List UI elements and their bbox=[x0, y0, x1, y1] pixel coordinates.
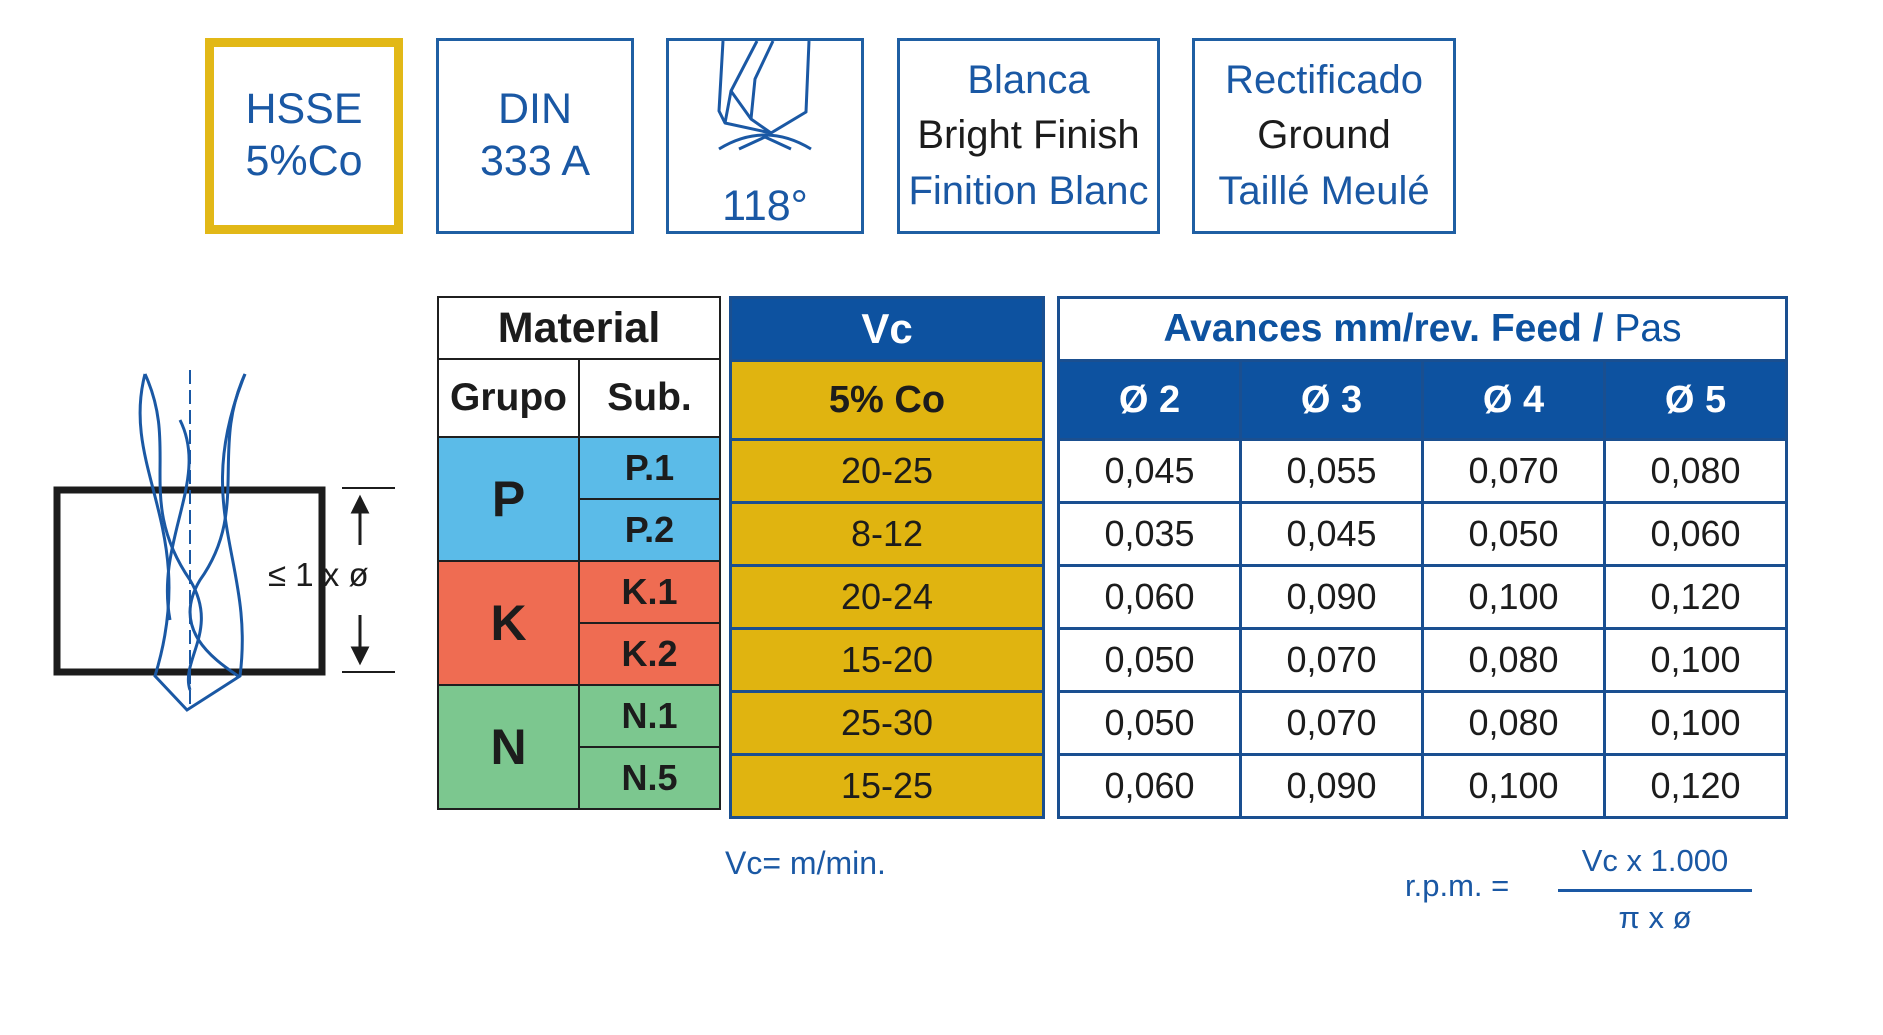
sub-n5: N.5 bbox=[577, 746, 722, 810]
rpm-formula-numerator: Vc x 1.000 bbox=[1581, 843, 1729, 878]
feed-table: Avances mm/rev. Feed / Pas Ø 2 Ø 3 Ø 4 Ø… bbox=[1056, 296, 1789, 819]
vc-cell-n5: 15-25 bbox=[729, 753, 1045, 819]
sub-p1: P.1 bbox=[577, 436, 722, 500]
diameter-header-2: Ø 2 bbox=[1057, 359, 1242, 441]
drilling-depth-diagram bbox=[53, 370, 395, 712]
ground-line-es: Rectificado bbox=[1225, 58, 1423, 103]
group-k: K bbox=[437, 560, 580, 686]
badge-ground: Rectificado Ground Taillé Meulé bbox=[1192, 38, 1456, 234]
feed-cell: 0,080 bbox=[1421, 627, 1606, 693]
feed-cell: 0,035 bbox=[1057, 501, 1242, 567]
rpm-formula-denominator: π x ø bbox=[1618, 900, 1692, 935]
twist-drill-icon bbox=[138, 373, 247, 712]
depth-arrow-icon bbox=[350, 494, 370, 666]
vc-cell-n1: 25-30 bbox=[729, 690, 1045, 756]
group-n: N bbox=[437, 684, 580, 810]
feed-cell: 0,050 bbox=[1057, 690, 1242, 756]
grupo-header: Grupo bbox=[437, 358, 580, 438]
diameter-header-3: Ø 3 bbox=[1239, 359, 1424, 441]
feed-cell: 0,070 bbox=[1239, 627, 1424, 693]
feed-header: Avances mm/rev. Feed / Pas bbox=[1056, 296, 1789, 362]
feed-row-p1: 0,045 0,055 0,070 0,080 bbox=[1057, 438, 1789, 504]
finish-line-en: Bright Finish bbox=[917, 113, 1140, 158]
feed-cell: 0,055 bbox=[1239, 438, 1424, 504]
feed-cell: 0,100 bbox=[1602, 627, 1789, 693]
feed-header-separator: / bbox=[1581, 307, 1615, 350]
vc-header: Vc bbox=[729, 296, 1045, 362]
feed-row-p2: 0,035 0,045 0,050 0,060 bbox=[1057, 501, 1789, 567]
rpm-formula-lhs: r.p.m. = bbox=[1405, 868, 1510, 903]
fraction-bar bbox=[1558, 889, 1752, 892]
feed-cell: 0,060 bbox=[1057, 564, 1242, 630]
badge-din-line1: DIN bbox=[497, 85, 573, 134]
feed-cell: 0,090 bbox=[1239, 753, 1424, 819]
workpiece-outline bbox=[53, 486, 326, 676]
feed-header-main: Avances mm/rev. Feed bbox=[1163, 307, 1582, 350]
diameter-header-4: Ø 4 bbox=[1421, 359, 1606, 441]
feed-cell: 0,100 bbox=[1421, 753, 1606, 819]
feed-cell: 0,045 bbox=[1239, 501, 1424, 567]
badge-hsse: HSSE 5%Co bbox=[205, 38, 403, 234]
cutting-speed-table: Vc 5% Co 20-25 8-12 20-24 15-20 25-30 15… bbox=[729, 296, 1045, 819]
ground-line-fr: Taillé Meulé bbox=[1218, 168, 1430, 213]
vc-cell-k2: 15-20 bbox=[729, 627, 1045, 693]
feed-row-n1: 0,050 0,070 0,080 0,100 bbox=[1057, 690, 1789, 756]
feed-header-pas: Pas bbox=[1614, 307, 1682, 350]
feed-cell: 0,120 bbox=[1602, 753, 1789, 819]
vc-subheader: 5% Co bbox=[729, 359, 1045, 441]
feed-cell: 0,100 bbox=[1602, 690, 1789, 756]
feed-row-k1: 0,060 0,090 0,100 0,120 bbox=[1057, 564, 1789, 630]
drill-tip-icon bbox=[717, 41, 812, 151]
sub-k1: K.1 bbox=[577, 560, 722, 624]
badge-finish: Blanca Bright Finish Finition Blanc bbox=[897, 38, 1160, 234]
feed-cell: 0,080 bbox=[1602, 438, 1789, 504]
feed-cell: 0,045 bbox=[1057, 438, 1242, 504]
diameter-header-5: Ø 5 bbox=[1602, 359, 1789, 441]
sub-header: Sub. bbox=[577, 358, 722, 438]
feed-row-k2: 0,050 0,070 0,080 0,100 bbox=[1057, 627, 1789, 693]
vc-cell-p1: 20-25 bbox=[729, 438, 1045, 504]
feed-cell: 0,060 bbox=[1057, 753, 1242, 819]
vc-cell-k1: 20-24 bbox=[729, 564, 1045, 630]
vc-unit-note: Vc= m/min. bbox=[725, 845, 886, 881]
feed-row-n5: 0,060 0,090 0,100 0,120 bbox=[1057, 753, 1789, 819]
feed-cell: 0,060 bbox=[1602, 501, 1789, 567]
vc-cell-p2: 8-12 bbox=[729, 501, 1045, 567]
ground-line-en: Ground bbox=[1257, 113, 1391, 158]
feed-cell: 0,120 bbox=[1602, 564, 1789, 630]
badge-point-angle: 118° bbox=[666, 38, 864, 234]
depth-label: ≤ 1 x ø bbox=[268, 556, 369, 593]
feed-cell: 0,100 bbox=[1421, 564, 1606, 630]
badge-hsse-line1: HSSE bbox=[245, 85, 363, 134]
badge-hsse-line2: 5%Co bbox=[245, 137, 363, 185]
angle-label: 118° bbox=[722, 182, 808, 230]
sub-p2: P.2 bbox=[577, 498, 722, 562]
feed-cell: 0,050 bbox=[1057, 627, 1242, 693]
group-p: P bbox=[437, 436, 580, 562]
feed-cell: 0,090 bbox=[1239, 564, 1424, 630]
sub-n1: N.1 bbox=[577, 684, 722, 748]
material-table: Material Grupo Sub. P P.1 P.2 K K.1 K.2 … bbox=[436, 296, 722, 810]
badge-din: DIN 333 A bbox=[436, 38, 634, 234]
badge-din-line2: 333 A bbox=[480, 137, 590, 185]
feed-cell: 0,070 bbox=[1239, 690, 1424, 756]
finish-line-es: Blanca bbox=[967, 58, 1090, 103]
material-header: Material bbox=[436, 296, 722, 360]
feed-cell: 0,080 bbox=[1421, 690, 1606, 756]
feed-cell: 0,070 bbox=[1421, 438, 1606, 504]
sub-k2: K.2 bbox=[577, 622, 722, 686]
finish-line-fr: Finition Blanc bbox=[908, 168, 1149, 213]
feed-cell: 0,050 bbox=[1421, 501, 1606, 567]
